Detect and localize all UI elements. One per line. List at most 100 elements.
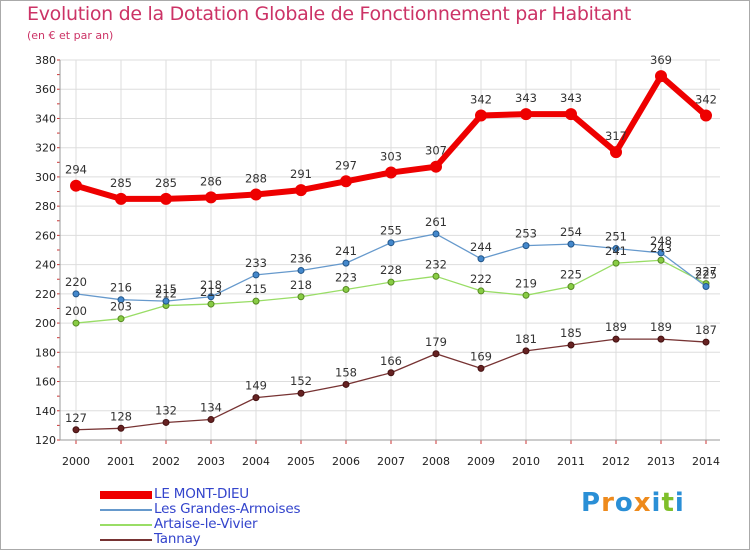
data-label: 218 xyxy=(290,278,312,292)
data-point xyxy=(432,350,440,358)
data-label: 286 xyxy=(200,174,222,188)
x-tick-label: 2013 xyxy=(647,455,675,468)
data-point xyxy=(655,70,667,83)
data-label: 254 xyxy=(560,225,582,239)
data-point xyxy=(567,283,575,291)
data-label: 212 xyxy=(155,287,177,301)
data-point xyxy=(477,255,485,263)
data-point xyxy=(252,297,260,305)
data-label: 158 xyxy=(335,365,357,379)
data-label: 288 xyxy=(245,171,267,185)
brand-letter: t xyxy=(661,488,675,518)
data-point xyxy=(565,108,577,121)
y-tick-label: 220 xyxy=(35,288,56,301)
data-label: 255 xyxy=(380,224,402,238)
data-label: 169 xyxy=(470,349,492,363)
data-point xyxy=(522,347,530,355)
data-label: 219 xyxy=(515,276,537,290)
brand-letter: r xyxy=(601,488,615,518)
data-label: 149 xyxy=(245,379,267,393)
data-label: 248 xyxy=(650,234,672,248)
data-point xyxy=(657,335,665,343)
data-label: 223 xyxy=(335,270,357,284)
x-tick-label: 2001 xyxy=(107,455,135,468)
data-point xyxy=(297,389,305,397)
data-label: 261 xyxy=(425,215,447,229)
data-point xyxy=(205,191,217,204)
data-point xyxy=(612,259,620,267)
x-tick-label: 2008 xyxy=(422,455,450,468)
y-tick-label: 200 xyxy=(35,317,56,330)
data-label: 294 xyxy=(65,163,87,177)
data-label: 244 xyxy=(470,240,492,254)
legend-swatch xyxy=(100,509,152,511)
y-tick-label: 260 xyxy=(35,229,56,242)
data-point xyxy=(115,192,127,205)
data-point xyxy=(700,109,712,122)
data-label: 342 xyxy=(695,93,717,107)
legend-label: Tannay xyxy=(154,531,201,547)
data-point xyxy=(387,278,395,286)
data-point xyxy=(340,175,352,188)
legend-label: LE MONT-DIEU xyxy=(154,486,249,502)
data-label: 227 xyxy=(695,265,717,279)
data-label: 343 xyxy=(560,91,582,105)
data-label: 291 xyxy=(290,167,312,181)
data-label: 253 xyxy=(515,227,537,241)
brand-letter: x xyxy=(633,488,652,518)
x-tick-label: 2005 xyxy=(287,455,315,468)
data-label: 241 xyxy=(605,244,627,258)
data-label: 203 xyxy=(110,300,132,314)
data-point xyxy=(252,271,260,279)
x-tick-label: 2004 xyxy=(242,455,270,468)
legend-swatch xyxy=(100,491,152,499)
data-label: 303 xyxy=(380,150,402,164)
data-point xyxy=(250,188,262,201)
data-label: 225 xyxy=(695,268,717,282)
x-tick-label: 2014 xyxy=(692,455,720,468)
data-label: 222 xyxy=(470,272,492,286)
x-tick-label: 2012 xyxy=(602,455,630,468)
data-label: 369 xyxy=(650,53,672,67)
x-tick-label: 2003 xyxy=(197,455,225,468)
brand-letter: P xyxy=(581,488,602,518)
data-label: 132 xyxy=(155,403,177,417)
data-point xyxy=(567,341,575,349)
data-label: 225 xyxy=(560,268,582,282)
data-point xyxy=(387,369,395,377)
data-point xyxy=(702,338,710,346)
data-label: 185 xyxy=(560,326,582,340)
data-point xyxy=(72,426,80,434)
x-tick-label: 2011 xyxy=(557,455,585,468)
data-point xyxy=(117,424,125,432)
data-label: 236 xyxy=(290,251,312,265)
data-label: 220 xyxy=(65,275,87,289)
data-label: 187 xyxy=(695,323,717,337)
data-point xyxy=(612,335,620,343)
data-label: 243 xyxy=(650,241,672,255)
x-tick-label: 2000 xyxy=(62,455,90,468)
y-tick-label: 300 xyxy=(35,171,56,184)
data-point xyxy=(117,315,125,323)
data-label: 127 xyxy=(65,411,87,425)
data-label: 128 xyxy=(110,409,132,423)
data-point xyxy=(207,293,215,301)
data-label: 213 xyxy=(200,285,222,299)
data-point xyxy=(342,380,350,388)
data-point xyxy=(207,416,215,424)
legend-swatch xyxy=(100,524,152,526)
x-tick-label: 2006 xyxy=(332,455,360,468)
data-point xyxy=(387,239,395,247)
x-tick-label: 2002 xyxy=(152,455,180,468)
data-label: 317 xyxy=(605,129,627,143)
data-point xyxy=(72,319,80,327)
plot-area xyxy=(60,60,720,440)
data-label: 343 xyxy=(515,91,537,105)
legend-swatch xyxy=(100,539,152,541)
data-label: 134 xyxy=(200,401,222,415)
data-point xyxy=(342,259,350,267)
data-point xyxy=(432,272,440,280)
legend-label: Artaise-le-Vivier xyxy=(154,516,258,532)
data-label: 218 xyxy=(200,278,222,292)
brand-letter: i xyxy=(651,488,662,518)
